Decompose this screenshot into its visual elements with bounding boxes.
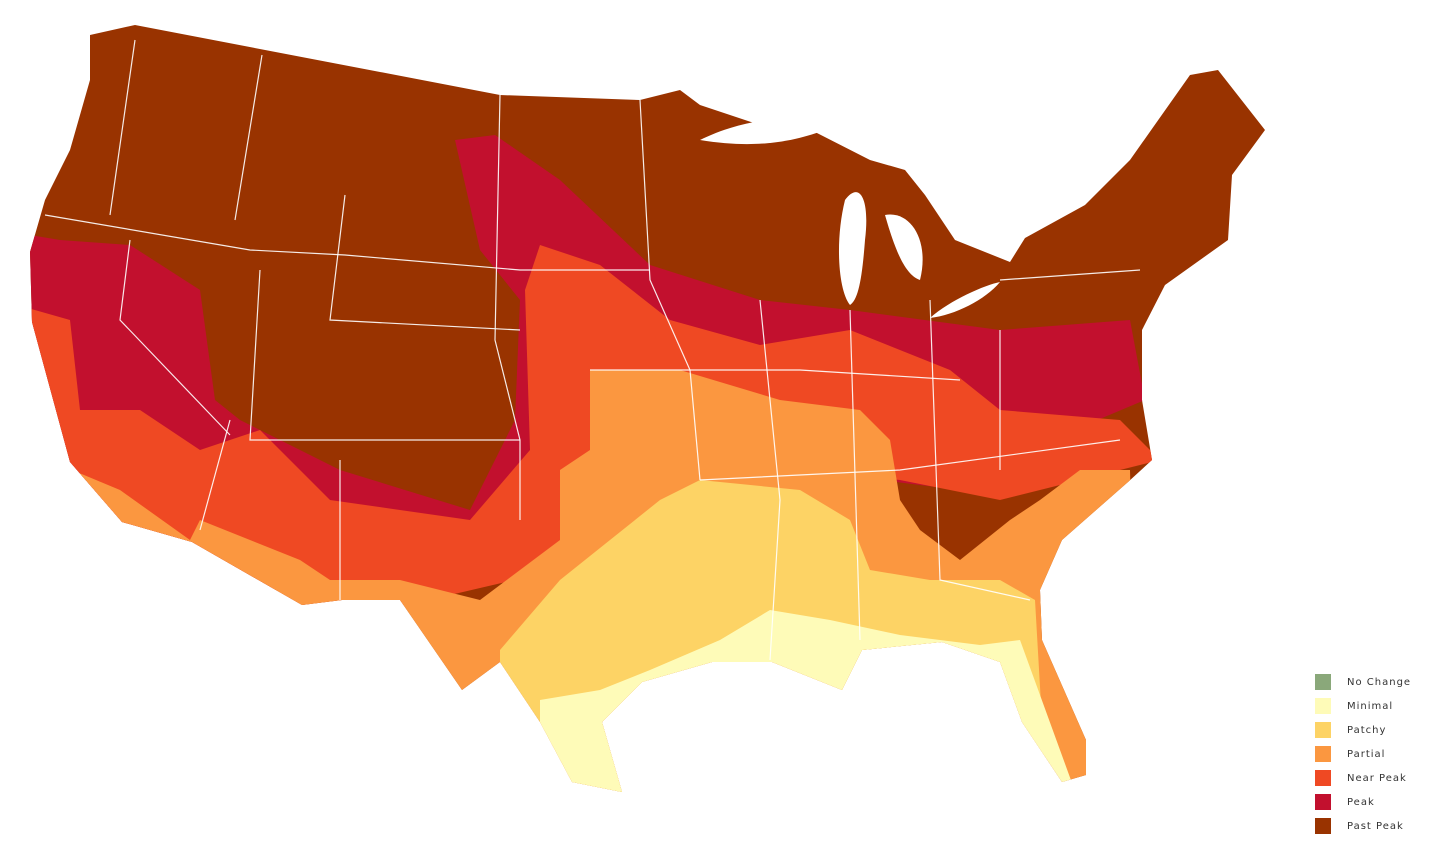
- legend-swatch: [1315, 674, 1331, 690]
- legend-label: Near Peak: [1347, 773, 1407, 784]
- lake-michigan: [838, 192, 867, 305]
- legend-swatch: [1315, 818, 1331, 834]
- legend: No Change Minimal Patchy Partial Near Peak Pe…: [1315, 674, 1411, 834]
- legend-swatch: [1315, 722, 1331, 738]
- legend-swatch: [1315, 770, 1331, 786]
- legend-label: Peak: [1347, 797, 1375, 808]
- lake-erie: [930, 282, 1000, 318]
- state-borders: [44, 39, 1141, 661]
- legend-label: Past Peak: [1347, 821, 1404, 832]
- legend-label: Partial: [1347, 749, 1385, 760]
- legend-label: Minimal: [1347, 701, 1393, 712]
- legend-swatch: [1315, 794, 1331, 810]
- lake-superior: [700, 118, 830, 145]
- lake-huron: [885, 214, 923, 280]
- legend-swatch: [1315, 698, 1331, 714]
- legend-label: Patchy: [1347, 725, 1386, 736]
- legend-swatch: [1315, 746, 1331, 762]
- legend-label: No Change: [1347, 677, 1411, 688]
